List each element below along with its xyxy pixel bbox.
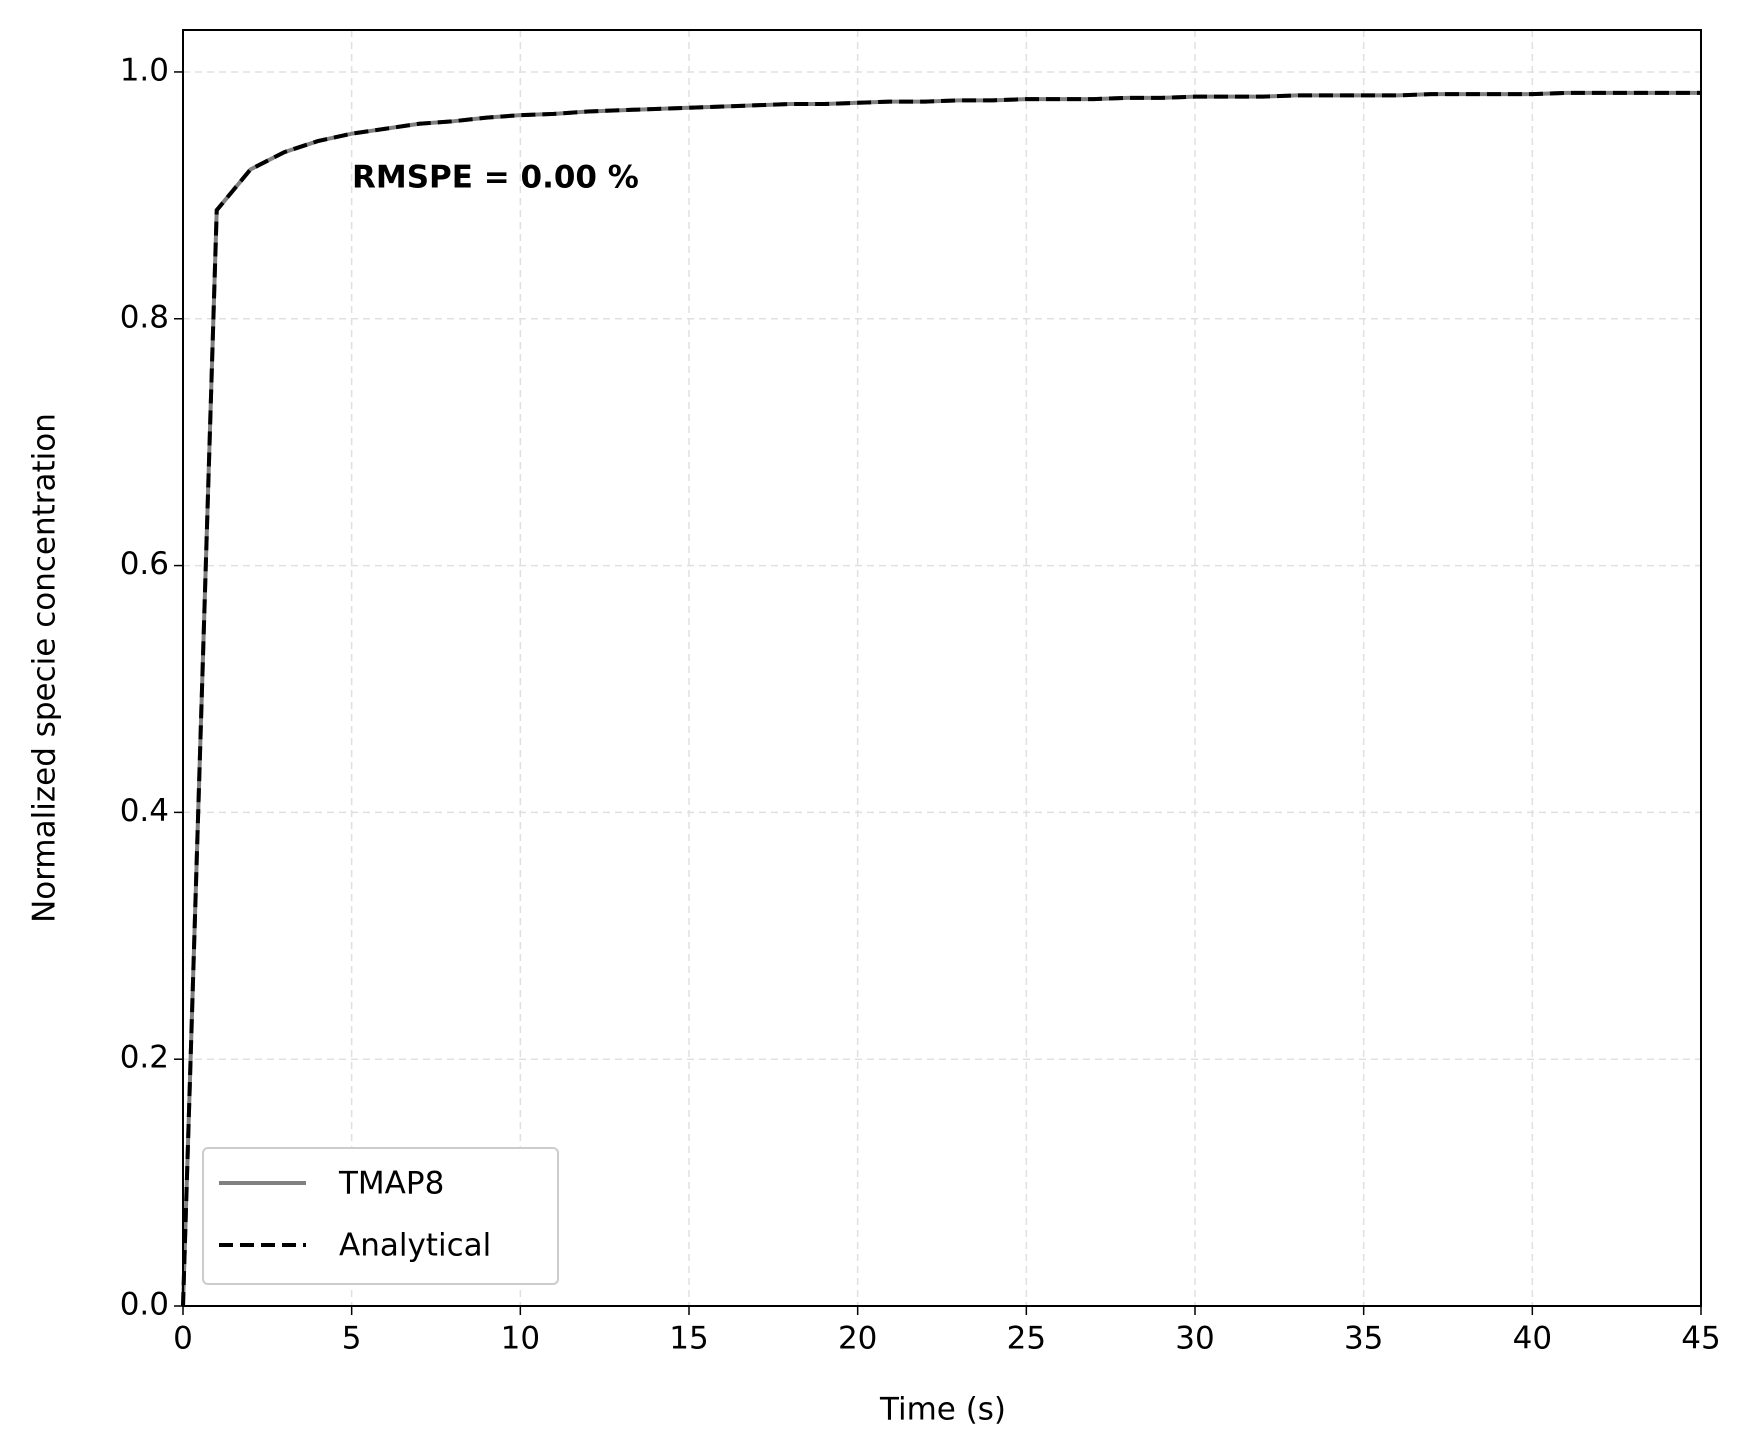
x-tick-label: 15 [669,1321,708,1357]
y-tick-label: 0.2 [120,1040,169,1076]
series-line [181,90,1701,1307]
x-tick-label: 10 [501,1321,540,1357]
x-tick-label: 45 [1681,1321,1720,1357]
x-tick-label: 25 [1007,1321,1046,1357]
y-tick-label: 0.0 [120,1287,169,1323]
y-tick-label: 0.6 [120,546,169,582]
x-tick-label: 20 [838,1321,877,1357]
series-line [181,90,1701,1307]
y-tick-label: 1.0 [120,52,169,88]
plot-frame [182,29,1702,1307]
y-axis-label: Normalized specie concentration [27,413,63,923]
x-tick-label: 40 [1513,1321,1552,1357]
x-axis-label: Time (s) [879,1392,1006,1428]
x-tick-label: 30 [1175,1321,1214,1357]
x-tick-label: 35 [1344,1321,1383,1357]
x-tick-label: 5 [342,1321,362,1357]
legend-label: Analytical [339,1228,491,1264]
x-tick-label: 0 [173,1321,193,1357]
annotation: RMSPE = 0.00 % [352,160,639,196]
y-tick-label: 0.4 [120,793,169,829]
y-tick-label: 0.8 [120,299,169,335]
legend-label: TMAP8 [338,1166,444,1202]
